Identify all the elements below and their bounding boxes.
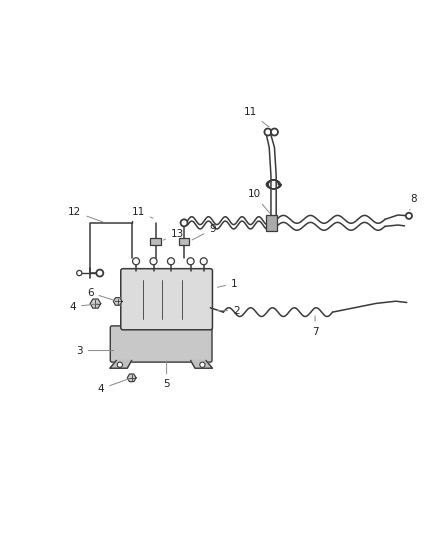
Circle shape [167,258,174,265]
Text: 5: 5 [163,361,170,390]
Polygon shape [113,297,122,305]
Polygon shape [191,360,212,368]
Text: 9: 9 [192,224,216,240]
Text: 1: 1 [217,279,237,288]
Text: 7: 7 [312,316,318,337]
Text: 6: 6 [87,288,115,301]
FancyBboxPatch shape [266,215,277,231]
Circle shape [117,362,123,367]
Circle shape [200,362,205,367]
Circle shape [96,270,103,277]
Text: 13: 13 [163,229,184,240]
Text: 4: 4 [69,302,98,312]
FancyBboxPatch shape [121,269,212,330]
FancyBboxPatch shape [150,238,161,245]
Text: 10: 10 [247,189,270,213]
Circle shape [200,258,207,265]
FancyBboxPatch shape [110,326,212,362]
Polygon shape [127,374,136,382]
FancyBboxPatch shape [179,238,189,245]
Circle shape [187,258,194,265]
Circle shape [77,270,82,276]
Text: 2: 2 [217,305,240,316]
Text: 11: 11 [244,107,269,127]
Text: 11: 11 [131,207,153,218]
Polygon shape [90,299,101,308]
Text: 12: 12 [68,207,103,222]
Text: 3: 3 [76,345,113,356]
Text: 4: 4 [98,379,129,394]
Polygon shape [110,360,132,368]
Circle shape [265,128,272,135]
Circle shape [180,220,187,227]
Circle shape [406,213,412,219]
Circle shape [271,128,278,135]
Circle shape [150,258,157,265]
Text: 8: 8 [410,194,417,210]
Circle shape [133,258,140,265]
